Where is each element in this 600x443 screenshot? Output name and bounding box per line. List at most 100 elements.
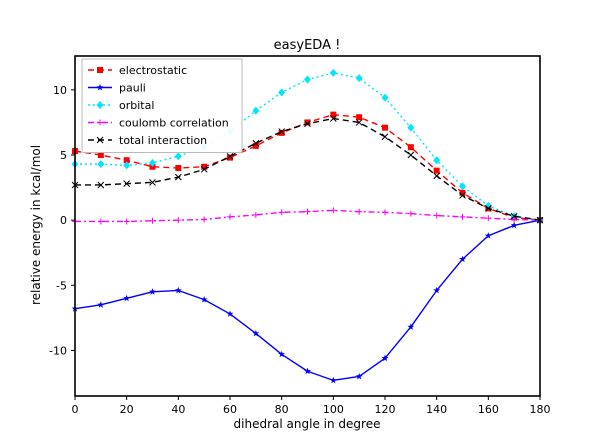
data-point-orbital: [433, 156, 441, 165]
data-point-total-interaction: [97, 181, 105, 189]
data-point-coulomb-correlation: [356, 208, 363, 215]
legend-label-pauli: pauli: [119, 82, 146, 95]
y-tick-label: 0: [60, 214, 67, 227]
data-point-electrostatic: [356, 114, 363, 121]
data-point-pauli: [123, 294, 131, 302]
x-tick-label: 20: [120, 403, 134, 416]
y-tick-label: 5: [60, 149, 67, 162]
data-point-pauli: [97, 301, 105, 308]
data-point-coulomb-correlation: [252, 211, 259, 218]
legend-label-orbital: orbital: [119, 99, 154, 112]
legend: electrostatic pauli orbital coulomb correla…: [81, 58, 243, 153]
data-point-electrostatic: [382, 124, 388, 131]
data-point-coulomb-correlation: [407, 210, 414, 217]
data-point-orbital: [174, 152, 182, 161]
data-point-electrostatic: [407, 144, 414, 151]
legend-marker-total-interaction: [96, 136, 104, 144]
data-point-pauli: [381, 354, 389, 362]
data-point-coulomb-correlation: [123, 218, 130, 225]
data-point-pauli: [329, 376, 337, 384]
data-point-electrostatic: [252, 142, 259, 149]
data-point-coulomb-correlation: [382, 209, 388, 216]
data-point-total-interaction: [459, 192, 466, 199]
legend-box: [81, 58, 243, 153]
data-point-pauli: [304, 367, 311, 375]
data-point-orbital: [278, 88, 286, 97]
x-tick-label: 80: [275, 403, 289, 416]
data-point-coulomb-correlation: [511, 216, 518, 223]
data-point-electrostatic: [330, 111, 337, 118]
data-point-orbital: [123, 161, 131, 170]
data-point-pauli: [252, 329, 260, 337]
y-axis-title: relative energy in kcal/mol: [29, 145, 43, 305]
data-point-total-interaction: [510, 212, 518, 220]
y-tick-label: -10: [49, 344, 67, 357]
plot-frame: [74, 55, 541, 397]
legend-marker-coulomb-correlation: [97, 119, 103, 126]
data-point-coulomb-correlation: [485, 215, 492, 222]
data-point-electrostatic: [97, 152, 104, 159]
data-point-pauli: [510, 221, 518, 229]
data-point-total-interaction: [123, 180, 131, 188]
data-point-coulomb-correlation: [330, 207, 337, 214]
x-tick-label: 140: [426, 403, 447, 416]
data-point-coulomb-correlation: [201, 216, 208, 223]
x-tick-label: 60: [223, 403, 237, 416]
data-point-coulomb-correlation: [227, 213, 233, 220]
x-axis-title: dihedral angle in degree: [234, 417, 381, 431]
data-point-coulomb-correlation: [97, 218, 104, 225]
x-tick-label: 160: [478, 403, 499, 416]
series-line-pauli: [74, 219, 541, 382]
data-point-pauli: [484, 232, 492, 239]
data-point-orbital: [149, 158, 156, 167]
data-point-total-interaction: [200, 165, 208, 173]
data-point-electrostatic: [175, 165, 182, 172]
data-point-orbital: [407, 123, 415, 132]
data-point-total-interaction: [304, 120, 311, 128]
data-point-coulomb-correlation: [175, 217, 182, 224]
data-point-electrostatic: [433, 167, 440, 174]
legend-label-total-interaction: total interaction: [119, 134, 207, 147]
x-tick-label: 180: [530, 403, 551, 416]
data-point-electrostatic: [123, 157, 130, 164]
legend-label-electrostatic: electrostatic: [119, 64, 187, 77]
data-point-total-interaction: [278, 128, 286, 135]
x-tick-label: 40: [171, 403, 185, 416]
data-point-electrostatic: [278, 129, 285, 136]
data-point-orbital: [329, 68, 337, 77]
legend-marker-electrostatic: [97, 67, 103, 73]
y-tick-label: 10: [53, 84, 67, 97]
data-point-pauli: [174, 286, 182, 294]
data-point-orbital: [459, 182, 466, 191]
data-point-total-interaction: [226, 152, 234, 160]
data-point-coulomb-correlation: [304, 208, 311, 215]
data-point-electrostatic: [227, 154, 233, 161]
data-point-orbital: [355, 74, 363, 83]
x-tick-label: 0: [72, 403, 79, 416]
data-point-total-interaction: [407, 151, 415, 159]
legend-label-coulomb-correlation: coulomb correlation: [119, 117, 229, 130]
legend-marker-orbital: [96, 101, 104, 109]
data-point-pauli: [433, 286, 441, 294]
data-point-pauli: [355, 372, 363, 380]
data-point-orbital: [97, 160, 105, 169]
data-point-total-interaction: [149, 179, 156, 186]
data-point-electrostatic: [201, 163, 208, 170]
data-point-coulomb-correlation: [459, 213, 466, 220]
data-point-pauli: [149, 288, 156, 295]
data-point-orbital: [304, 75, 311, 84]
data-point-pauli: [459, 255, 466, 263]
x-tick-label: 120: [375, 403, 396, 416]
x-tick-label: 100: [323, 403, 344, 416]
data-point-pauli: [407, 323, 415, 330]
data-point-total-interaction: [174, 173, 182, 181]
data-point-orbital: [252, 106, 260, 115]
data-point-electrostatic: [304, 119, 311, 126]
data-point-coulomb-correlation: [433, 212, 440, 219]
y-tick-label: -5: [56, 279, 67, 292]
data-point-total-interaction: [355, 119, 363, 126]
data-point-coulomb-correlation: [149, 217, 156, 224]
axes-layer: 0 20 40 60 80 100 120 140 160 180 -10 -5 0 5 10: [49, 55, 551, 416]
data-point-total-interaction: [329, 115, 337, 122]
